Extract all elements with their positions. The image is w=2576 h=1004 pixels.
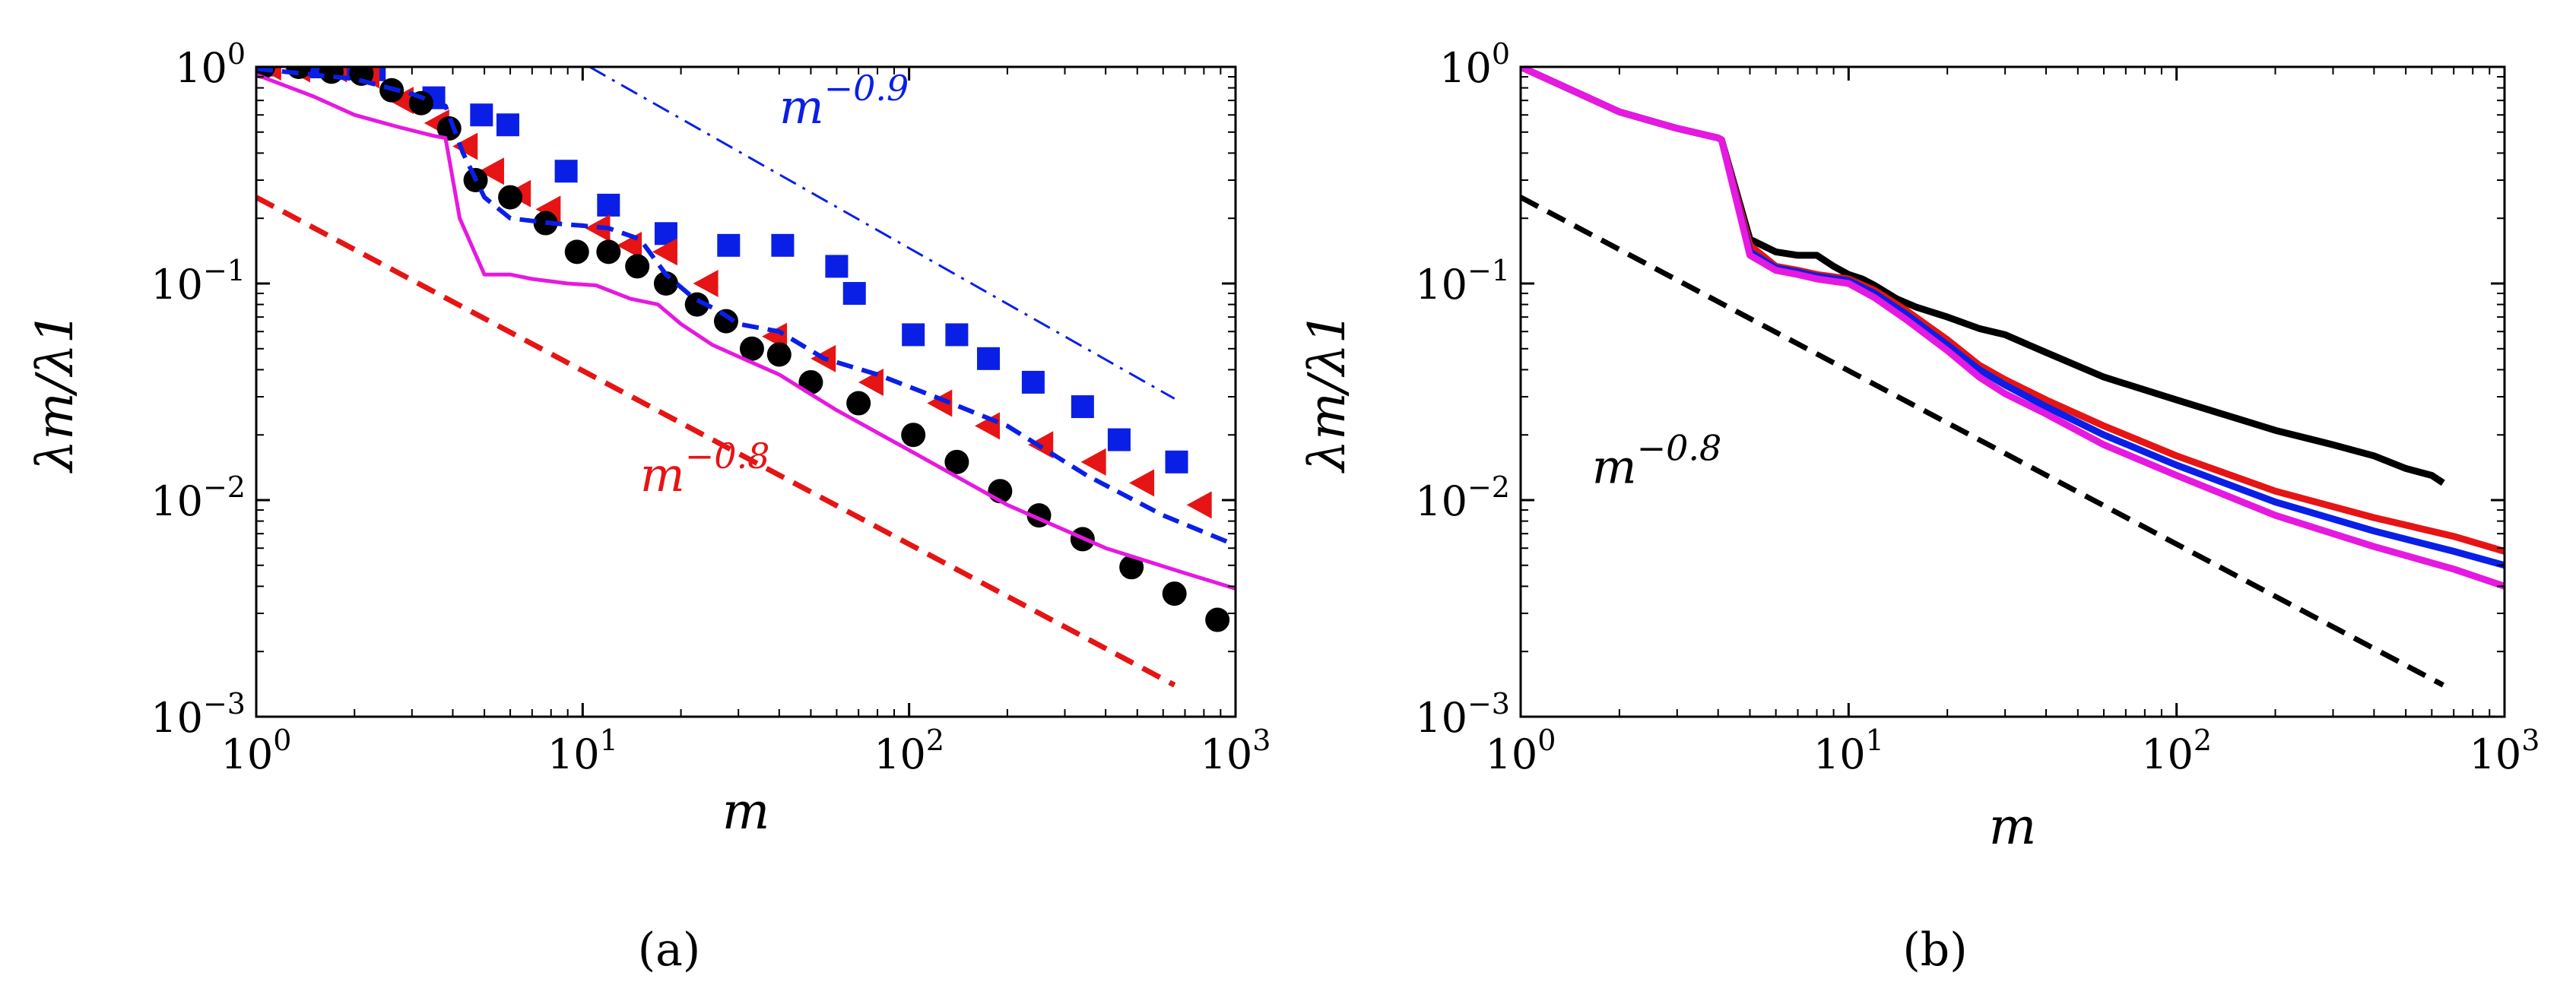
- circle-marker: [498, 185, 523, 210]
- triangle-marker: [927, 389, 953, 417]
- square-marker: [1021, 370, 1045, 394]
- x-axis-label: m: [722, 782, 770, 841]
- series-magenta-solid: [1521, 67, 2505, 590]
- major-ticks: [1519, 65, 2506, 718]
- square-marker: [1165, 450, 1188, 473]
- square-marker: [470, 103, 493, 127]
- square-marker: [496, 113, 519, 137]
- x-tick-label: 100: [1486, 724, 1556, 778]
- plot-area: [1521, 67, 2505, 688]
- triangle-marker: [652, 238, 677, 266]
- triangle-marker: [1186, 491, 1212, 519]
- y-tick-label: 10−1: [1415, 254, 1510, 309]
- series-black-circles: [256, 67, 1230, 632]
- y-tick-label: 10−2: [151, 470, 246, 525]
- y-tick-label: 100: [1439, 37, 1510, 92]
- triangle-marker: [693, 270, 719, 297]
- y-tick-label: 10−2: [1415, 470, 1510, 525]
- circle-marker: [766, 342, 792, 367]
- triangle-marker: [452, 132, 478, 160]
- series-magenta-solid: [256, 72, 1236, 591]
- square-marker: [554, 160, 578, 183]
- minor-ticks: [1521, 67, 2505, 717]
- panel-a: 100 101 102 103 10−3 10−2 10−1 100 m λm/λ1 m−0.9 m−…: [26, 37, 1271, 977]
- x-tick-label: 103: [2470, 724, 2540, 778]
- circle-marker: [625, 254, 650, 279]
- power-law-annotation: m−0.8: [1592, 427, 1722, 494]
- square-marker: [717, 233, 741, 257]
- power-law-annotation: m−0.9: [779, 68, 909, 135]
- panel-b: 100 101 102 103 10−3 10−2 10−1 100 m λm/λ1 m−0.8 (b…: [1298, 37, 2540, 977]
- circle-marker: [901, 423, 926, 448]
- triangle-marker: [1080, 448, 1106, 476]
- x-tick-label: 100: [221, 724, 292, 778]
- square-marker: [902, 323, 925, 347]
- circle-marker: [596, 239, 621, 264]
- y-tick-label: 100: [175, 37, 246, 92]
- panel-caption: (a): [638, 923, 701, 977]
- series-blue-squares: [258, 67, 1188, 473]
- triangle-marker: [388, 87, 414, 115]
- axes-frame: [1519, 65, 2506, 718]
- triangle-marker: [1129, 469, 1155, 497]
- series-blue-dashed: [256, 67, 1236, 547]
- power-law-annotation: m−0.8: [640, 435, 770, 502]
- square-marker: [977, 347, 1001, 370]
- circle-marker: [846, 391, 871, 416]
- minor-ticks: [256, 67, 1236, 717]
- axes-frame: [255, 65, 1237, 718]
- circle-marker: [653, 271, 678, 296]
- circle-marker: [286, 67, 311, 79]
- circle-marker: [739, 336, 764, 361]
- square-marker: [771, 233, 795, 257]
- x-tick-label: 102: [2141, 724, 2212, 778]
- panel-caption: (b): [1902, 923, 1967, 977]
- series-reference-m-0-8: [256, 195, 1176, 688]
- square-marker: [1071, 395, 1094, 419]
- circle-marker: [944, 449, 969, 474]
- circle-marker: [436, 116, 462, 141]
- series-black-solid: [1521, 67, 2445, 486]
- series-red-solid: [1521, 67, 2505, 555]
- square-marker: [1107, 428, 1131, 451]
- square-marker: [842, 282, 866, 306]
- y-axis-label: λm/λ1: [26, 312, 84, 473]
- circle-marker: [713, 309, 738, 334]
- circle-marker: [1162, 581, 1187, 607]
- square-marker: [945, 323, 969, 347]
- y-tick-label: 10−3: [1415, 687, 1510, 742]
- x-tick-label: 103: [1201, 724, 1271, 778]
- triangle-marker: [478, 157, 504, 185]
- major-ticks: [255, 65, 1237, 718]
- circle-marker: [319, 67, 344, 84]
- y-tick-label: 10−3: [151, 687, 246, 742]
- x-tick-label: 101: [547, 724, 618, 778]
- circle-marker: [1205, 607, 1230, 632]
- x-tick-label: 102: [874, 724, 944, 778]
- circle-marker: [684, 292, 709, 317]
- y-axis-label: λm/λ1: [1298, 312, 1356, 473]
- series-blue-solid: [1521, 67, 2505, 569]
- square-marker: [825, 255, 849, 278]
- plot-area: [256, 67, 1236, 688]
- series-reference-m-0-8: [1521, 195, 2444, 688]
- x-axis-label: m: [1989, 797, 2037, 856]
- circle-marker: [1119, 555, 1144, 580]
- x-tick-label: 101: [1813, 724, 1884, 778]
- series-reference-m-0-9: [588, 67, 1175, 400]
- circle-marker: [564, 239, 589, 264]
- square-marker: [597, 193, 620, 217]
- y-tick-label: 10−1: [151, 254, 246, 309]
